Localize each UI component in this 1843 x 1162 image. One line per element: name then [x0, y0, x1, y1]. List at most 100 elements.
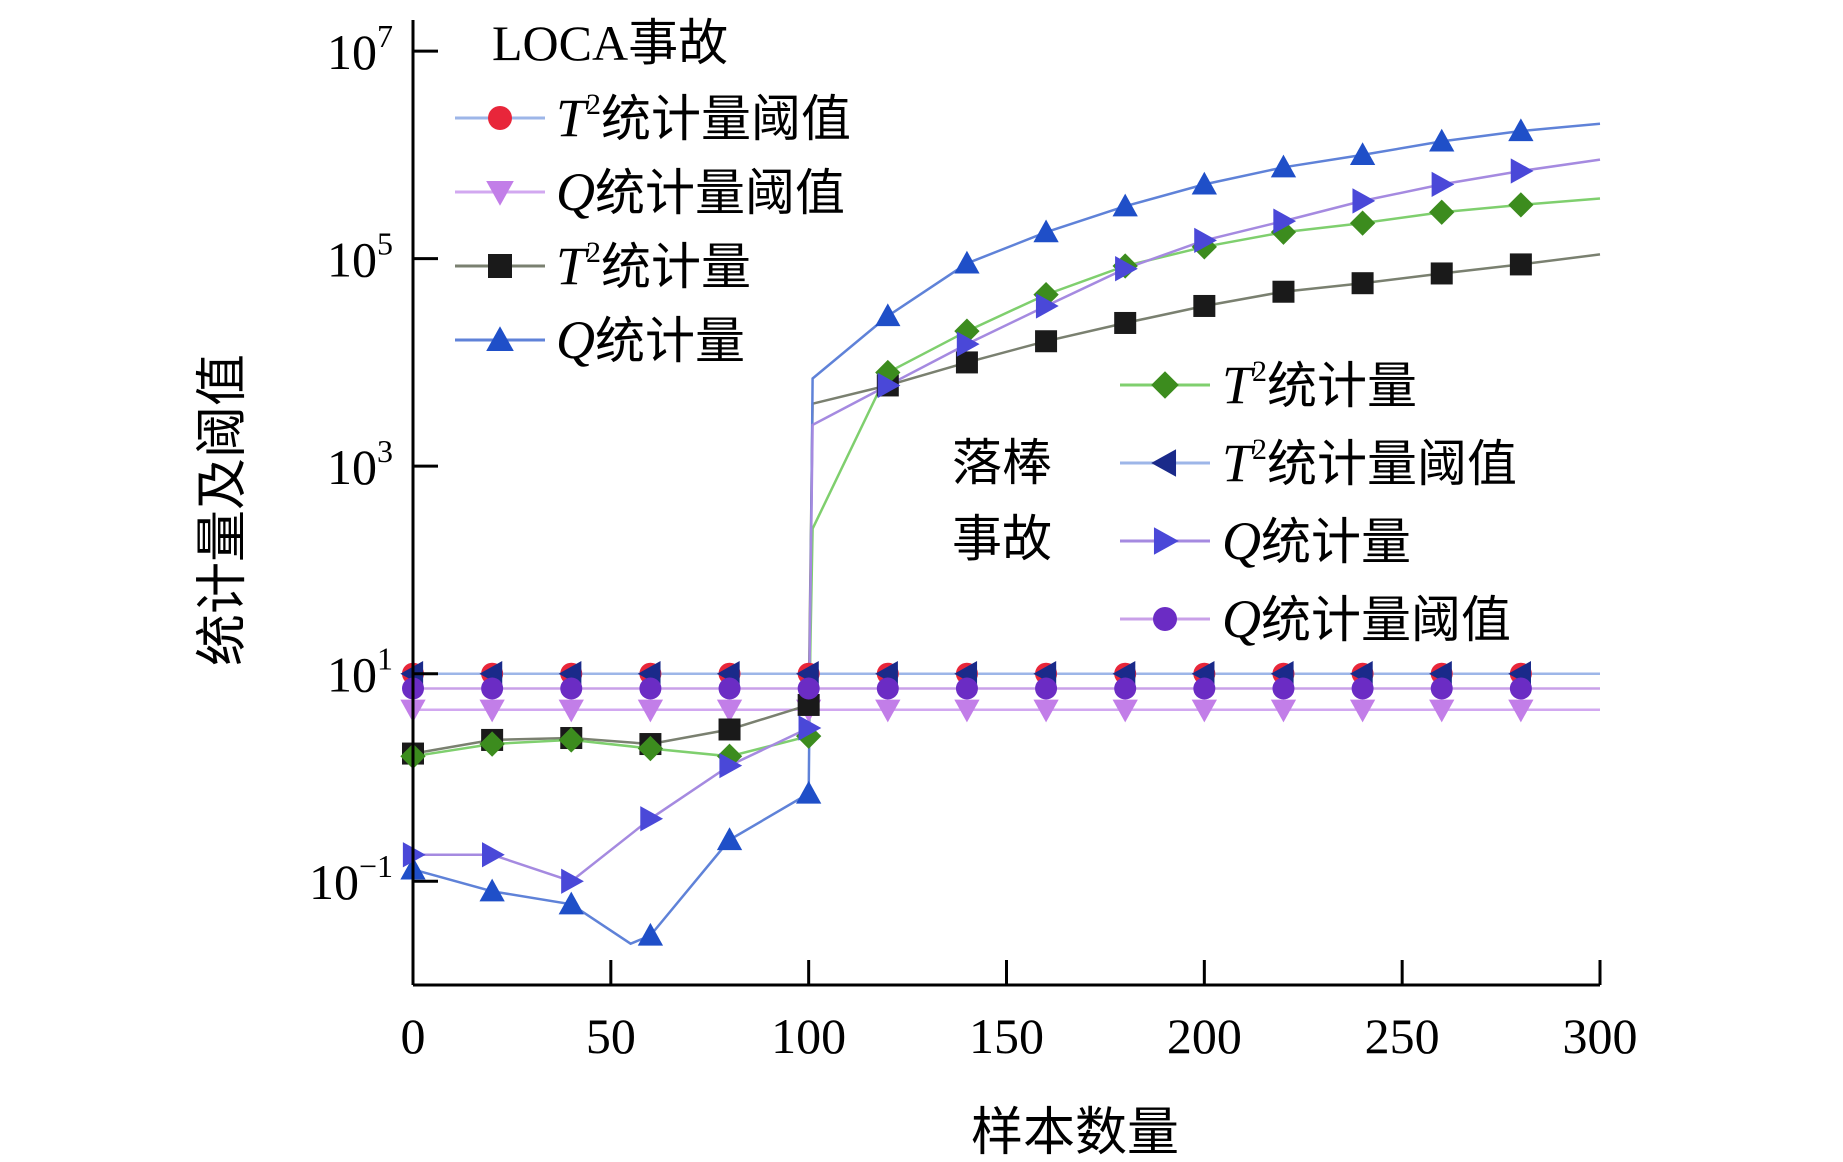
x-tick-label: 200 [1167, 1008, 1242, 1064]
series-2-point [716, 699, 743, 723]
series-2-point [1270, 699, 1297, 723]
series-8-point [639, 677, 662, 700]
y-tick-label: 103 [327, 433, 393, 495]
series-4-point [954, 250, 980, 274]
series-7-point [561, 868, 584, 894]
series-8-point [481, 677, 504, 700]
series-8-point [876, 677, 899, 700]
legend-entry-label: Q统计量阈值 [556, 162, 845, 222]
series-3-point [1351, 272, 1374, 295]
series-7-point [719, 752, 743, 779]
series-7-point [1431, 171, 1455, 198]
series-4-point [479, 878, 505, 902]
legend-entry-label: T2统计量 [1222, 355, 1417, 415]
legend-entry-label: T2统计量阈值 [1222, 433, 1517, 493]
y-tick-label: 10−1 [309, 848, 393, 910]
series-3-point [1114, 311, 1137, 334]
legend-swatch-marker [486, 180, 514, 206]
series-8-point [1272, 677, 1295, 700]
series-4-point [558, 891, 584, 915]
series-5-point [1429, 199, 1455, 225]
series-4-point [1033, 219, 1059, 243]
series-8-point [1193, 677, 1216, 700]
legend-title: LOCA事故 [492, 14, 728, 72]
series-7-point [877, 372, 901, 399]
series-7-point [1510, 158, 1534, 184]
series-4-point [637, 922, 664, 946]
series-3-point [1193, 294, 1216, 317]
y-ticks: 10−1 101 103 105 107 [309, 18, 438, 910]
series-2-point [1429, 699, 1455, 723]
series-2-point [1033, 699, 1059, 723]
series-2-point [1191, 699, 1217, 723]
series-2-point [479, 699, 505, 723]
series-4-point [1270, 154, 1297, 178]
series-3-point [955, 351, 978, 374]
series-7-point [482, 842, 505, 868]
series-8-point [718, 677, 741, 700]
legend-entry-label: Q统计量阈值 [1222, 589, 1511, 649]
series-8-point [1509, 677, 1532, 700]
legend-entry-label: T2统计量 [556, 236, 751, 296]
legend-swatch-marker [1153, 607, 1177, 631]
series-7-point [1273, 208, 1297, 234]
series-4-point [1112, 193, 1138, 217]
series-5-point [1508, 192, 1534, 218]
y-axis-title: 统计量及阈值 [193, 354, 253, 666]
series-7-point [1194, 227, 1217, 254]
series-4-point [875, 303, 901, 327]
legend-entry-label: T2统计量阈值 [556, 88, 851, 148]
legend-swatch-marker [1153, 527, 1179, 555]
series-2-point [954, 699, 980, 723]
series-4-point [1429, 128, 1455, 152]
y-tick-label: 105 [327, 226, 393, 288]
series-7-point [640, 806, 664, 832]
legend-swatch-marker [1151, 449, 1177, 477]
legend-swatch-marker [1151, 371, 1179, 399]
series-7-point [1115, 256, 1138, 282]
x-tick-label: 300 [1563, 1008, 1638, 1064]
series-2-point [1508, 699, 1534, 723]
y-tick-label: 107 [327, 18, 393, 80]
series-3-point [1035, 330, 1058, 353]
series-7-point [1035, 293, 1059, 319]
series-5-point [1270, 219, 1297, 245]
series-5-point [479, 731, 505, 757]
series-5-point [558, 727, 584, 753]
series-8-point [560, 677, 583, 700]
series-8-point [1114, 677, 1137, 700]
series-4-point [1508, 118, 1534, 142]
series-8-point [955, 677, 978, 700]
x-ticks: 0 50 100 150 200 250 300 [401, 960, 1638, 1064]
series-4-point [716, 827, 743, 851]
series-3-point [797, 693, 820, 716]
series-8-point [1035, 677, 1058, 700]
x-tick-label: 250 [1365, 1008, 1440, 1064]
series-3-point [1509, 253, 1532, 276]
x-tick-label: 50 [586, 1008, 636, 1064]
series-7-point [956, 331, 980, 357]
legend-swatch-marker [486, 326, 514, 352]
series-3-point [1272, 280, 1295, 303]
series-5-point [1349, 210, 1376, 236]
series-8-point [1430, 677, 1453, 700]
legend-swatch-marker [488, 106, 512, 130]
series-3-point [718, 718, 741, 741]
legend-entry-label: Q统计量 [556, 310, 745, 370]
legend-title-line: 落棒 [952, 434, 1052, 492]
series-2-point [1112, 699, 1138, 723]
series-7-point [798, 715, 822, 741]
series-4-point [1349, 142, 1376, 166]
series-8-point [797, 677, 820, 700]
x-axis-title: 样本数量 [971, 1103, 1179, 1162]
x-tick-label: 100 [771, 1008, 846, 1064]
series-7-point [1352, 188, 1376, 214]
series-5-point [637, 735, 664, 762]
series-8-point [1351, 677, 1374, 700]
legend-entry-label: Q统计量 [1222, 511, 1411, 571]
x-tick-label: 150 [969, 1008, 1044, 1064]
y-tick-label: 101 [327, 641, 393, 703]
x-tick-label: 0 [401, 1008, 426, 1064]
